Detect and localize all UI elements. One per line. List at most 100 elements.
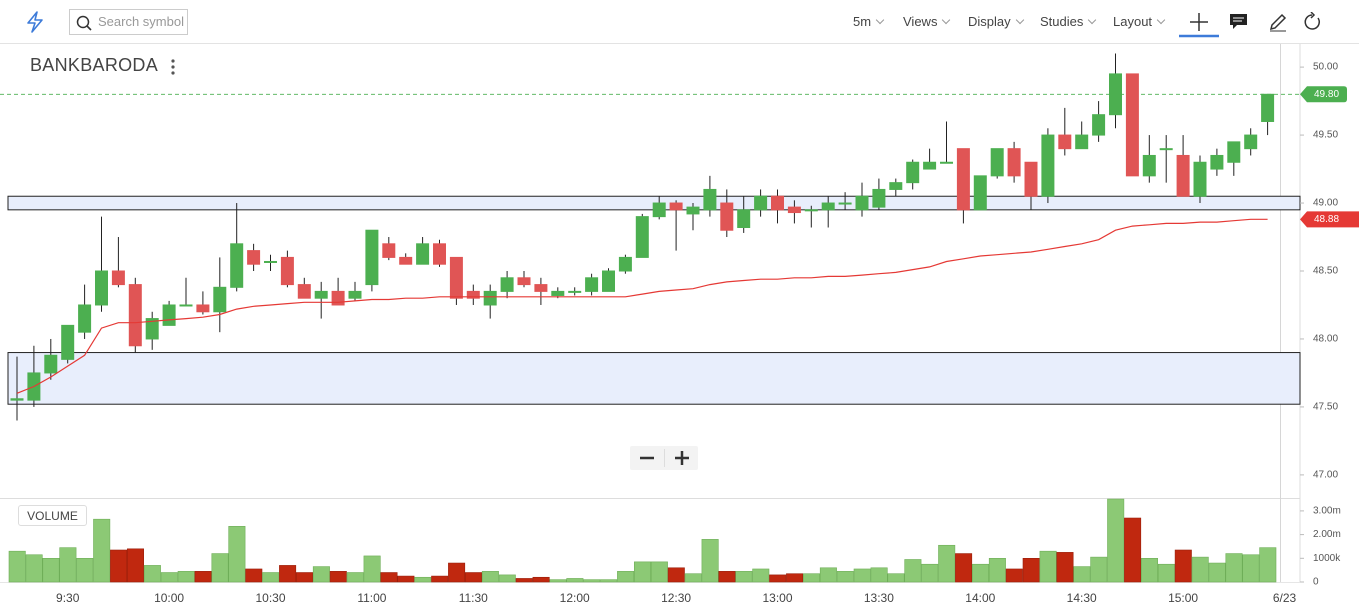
candle-body [872, 188, 886, 208]
candle-body [162, 304, 176, 326]
volume-bar [295, 572, 313, 583]
volume-bar [8, 550, 26, 583]
candle-body [264, 260, 277, 263]
volume-bar [42, 558, 60, 583]
volume-bar [819, 567, 837, 583]
candle-body [1261, 93, 1275, 122]
x-tick-label: 10:30 [255, 591, 285, 605]
x-tick-label: 13:00 [762, 591, 792, 605]
crosshair-button[interactable] [1179, 10, 1219, 38]
zone [7, 352, 1301, 405]
volume-bar [380, 572, 398, 583]
candle-body [517, 277, 531, 286]
y-tick-label: 48.00 [1313, 334, 1338, 345]
volume-bar [1005, 568, 1023, 583]
candle-body [585, 277, 599, 292]
candle-body [331, 290, 345, 306]
views-menu[interactable]: Views [903, 14, 949, 29]
volume-bar [701, 539, 719, 583]
volume-bar [1259, 547, 1277, 583]
display-menu[interactable]: Display [968, 14, 1023, 29]
candle-body [635, 216, 649, 258]
candle-body [78, 304, 92, 333]
y-tick-label: 1000k [1313, 553, 1341, 564]
studies-menu[interactable]: Studies [1040, 14, 1095, 29]
candle-body [534, 284, 548, 292]
candle-body [1210, 154, 1224, 170]
volume-bar [1124, 517, 1142, 583]
x-tick-label: 12:30 [661, 591, 691, 605]
y-tick-label: 48.50 [1313, 266, 1338, 277]
candle-body [686, 206, 700, 215]
volume-bar [1022, 558, 1040, 583]
symbol-title[interactable]: BANKBARODA [30, 55, 159, 75]
y-tick-label: 2.00m [1313, 529, 1341, 540]
candle-body [602, 270, 615, 292]
candle-body [466, 290, 480, 299]
search-box[interactable]: Search symbol [69, 9, 188, 35]
zoom-controls [630, 446, 698, 470]
candle-body [1125, 73, 1139, 177]
volume-bar [1208, 562, 1226, 583]
candle-body [111, 270, 125, 286]
volume-bar [1191, 556, 1209, 583]
y-tick-label: 49.00 [1313, 198, 1338, 209]
volume-bar [735, 571, 753, 583]
last-price-label: 49.80 [1314, 89, 1339, 100]
candle-body [1159, 148, 1173, 151]
x-tick-label: 14:30 [1067, 591, 1097, 605]
zoom-icons[interactable] [630, 446, 698, 470]
candle-body [754, 195, 768, 211]
volume-bar [549, 579, 567, 583]
volume-bar [583, 579, 601, 583]
volume-bar [498, 574, 516, 583]
volume-bar [904, 559, 922, 583]
volume-bar [481, 571, 499, 583]
candle-body [1024, 161, 1038, 197]
candle-body [720, 202, 734, 231]
y-tick-label: 3.00m [1313, 506, 1341, 517]
search-icon [76, 15, 92, 31]
candle-body [500, 277, 514, 292]
volume-bar [279, 565, 297, 583]
candle-body [179, 304, 193, 307]
candle-body [247, 250, 261, 265]
candle-body [365, 229, 379, 286]
reset-button[interactable] [1303, 12, 1323, 32]
volume-bar [955, 553, 973, 583]
candle-body [568, 290, 582, 293]
candle-body [483, 290, 497, 306]
layout-menu[interactable]: Layout [1113, 14, 1164, 29]
volume-bar [414, 576, 432, 583]
candle-body [1244, 134, 1258, 150]
volume-bar [1090, 556, 1108, 583]
x-tick-label: 15:00 [1168, 591, 1198, 605]
volume-bar [160, 572, 178, 583]
candle-body [449, 256, 463, 299]
y-tick-label: 49.50 [1313, 130, 1338, 141]
candle-body [314, 290, 328, 299]
candle-body [703, 188, 717, 211]
overlay-last-badge [1300, 211, 1359, 228]
comment-button[interactable] [1229, 13, 1249, 31]
draw-button[interactable] [1268, 12, 1288, 32]
volume-bar [194, 571, 212, 583]
y-tick-label: 47.50 [1313, 402, 1338, 413]
candle-body [145, 318, 159, 340]
logo-icon[interactable] [25, 11, 45, 33]
symbol-menu-icon[interactable] [170, 58, 176, 76]
x-tick-label: 11:00 [357, 591, 386, 605]
candle-body [889, 182, 903, 190]
candle-body [280, 256, 294, 286]
interval-menu[interactable]: 5m [853, 14, 883, 29]
volume-label[interactable]: VOLUME [18, 505, 87, 526]
candle-body [787, 206, 801, 214]
volume-bar [853, 568, 871, 583]
candle-body [906, 161, 920, 184]
volume-bar [566, 578, 584, 583]
x-tick-label: 10:00 [154, 591, 184, 605]
candle-body [771, 195, 784, 211]
volume-bar [617, 571, 635, 583]
